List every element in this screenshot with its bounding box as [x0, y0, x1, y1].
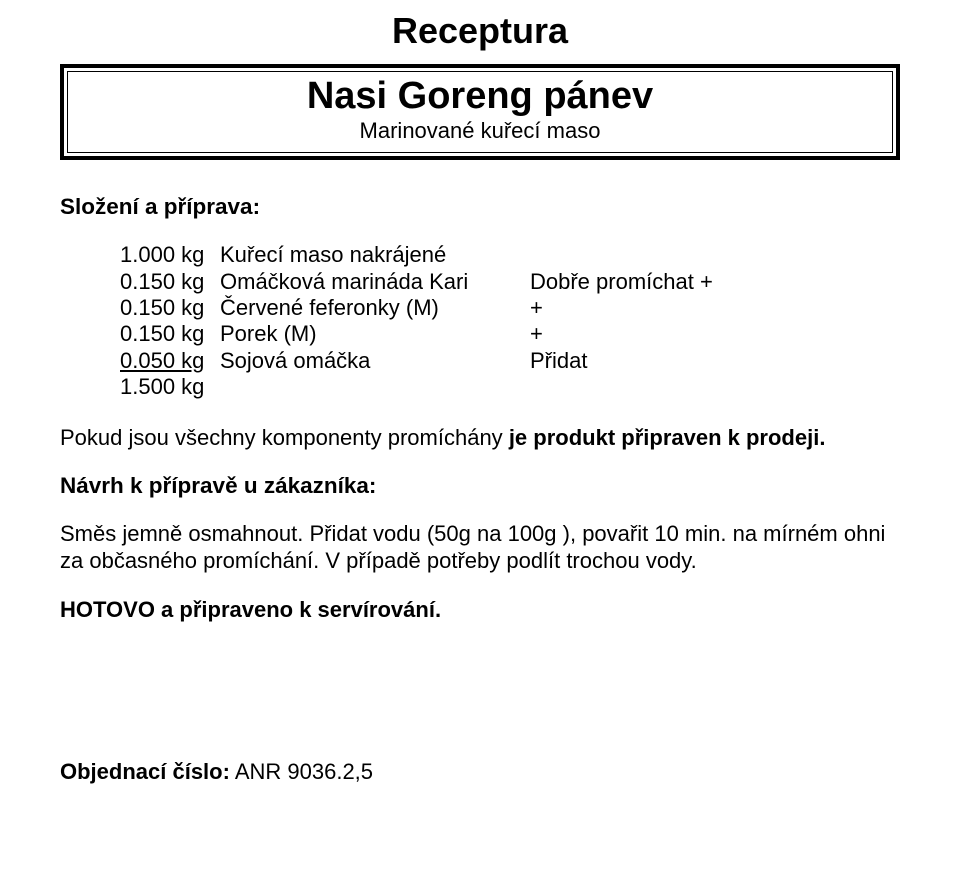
title-box: Nasi Goreng pánev Marinované kuřecí maso: [60, 64, 900, 160]
order-number-value: ANR 9036.2,5: [230, 759, 373, 784]
ingredients-list: 1.000 kgKuřecí maso nakrájené0.150 kgOmá…: [120, 242, 900, 400]
ingredient-name: Červené feferonky (M): [220, 295, 530, 321]
ingredient-name: Kuřecí maso nakrájené: [220, 242, 530, 268]
title-box-inner: Nasi Goreng pánev Marinované kuřecí maso: [67, 71, 893, 153]
ingredient-row: 0.050 kgSojová omáčkaPřidat: [120, 348, 900, 374]
ingredient-qty: 0.150 kg: [120, 269, 220, 295]
ingredient-row: 1.500 kg: [120, 374, 900, 400]
document-title: Receptura: [60, 10, 900, 52]
ingredient-row: 0.150 kgČervené feferonky (M)+: [120, 295, 900, 321]
mixed-line-prefix: Pokud jsou všechny komponenty promíchány: [60, 425, 509, 450]
recipe-page: Receptura Nasi Goreng pánev Marinované k…: [0, 0, 960, 785]
order-number-label: Objednací číslo:: [60, 759, 230, 784]
ingredient-row: 0.150 kgPorek (M)+: [120, 321, 900, 347]
ingredient-name: Sojová omáčka: [220, 348, 530, 374]
dish-subtitle: Marinované kuřecí maso: [68, 118, 892, 144]
ingredient-name: Omáčková marináda Kari: [220, 269, 530, 295]
order-number-line: Objednací číslo: ANR 9036.2,5: [60, 759, 900, 785]
ingredient-note: [530, 242, 900, 268]
instructions-text: Směs jemně osmahnout. Přidat vodu (50g n…: [60, 521, 900, 575]
ingredient-note: +: [530, 295, 900, 321]
ingredient-note: Dobře promíchat +: [530, 269, 900, 295]
ingredient-name: [220, 374, 530, 400]
mixed-ready-line: Pokud jsou všechny komponenty promíchány…: [60, 425, 900, 452]
section-heading-composition: Složení a příprava:: [60, 194, 900, 220]
ingredient-row: 0.150 kgOmáčková marináda KariDobře prom…: [120, 269, 900, 295]
mixed-line-bold: je produkt připraven k prodeji.: [509, 425, 826, 450]
ingredient-qty: 0.050 kg: [120, 348, 220, 374]
ingredient-note: +: [530, 321, 900, 347]
dish-name: Nasi Goreng pánev: [68, 76, 892, 118]
ingredient-qty: 0.150 kg: [120, 295, 220, 321]
ingredient-name: Porek (M): [220, 321, 530, 347]
ingredient-qty: 1.500 kg: [120, 374, 220, 400]
ingredient-qty: 1.000 kg: [120, 242, 220, 268]
ingredient-note: [530, 374, 900, 400]
ready-line: HOTOVO a připraveno k servírování.: [60, 597, 900, 624]
section-heading-customer-prep: Návrh k přípravě u zákazníka:: [60, 473, 900, 499]
ingredient-qty: 0.150 kg: [120, 321, 220, 347]
ingredient-row: 1.000 kgKuřecí maso nakrájené: [120, 242, 900, 268]
ingredient-note: Přidat: [530, 348, 900, 374]
